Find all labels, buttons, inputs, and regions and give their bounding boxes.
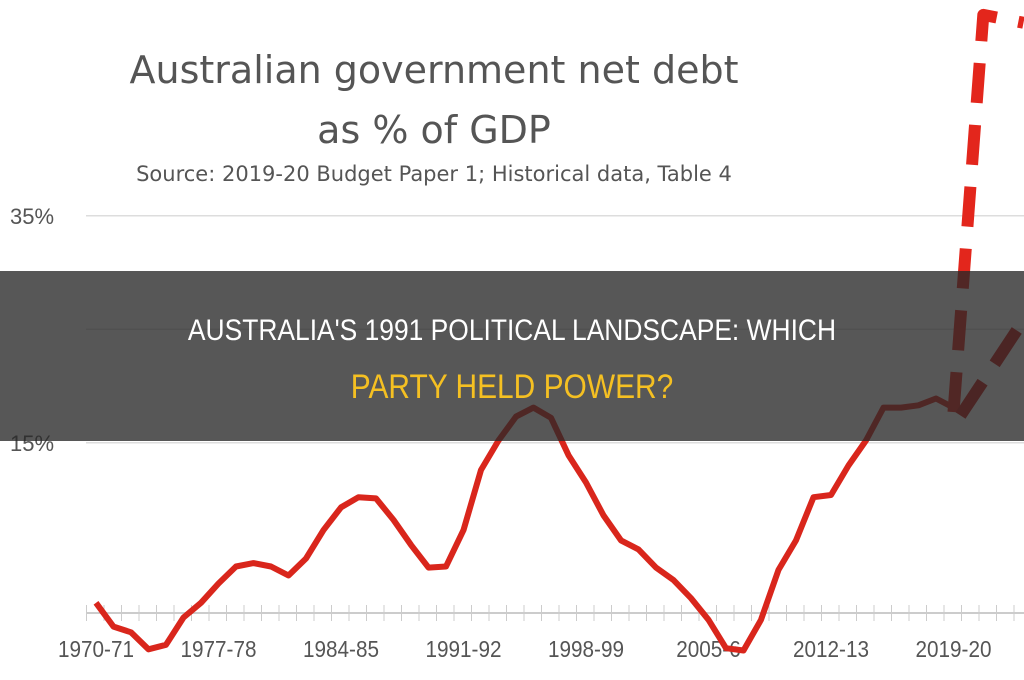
chart-title: Australian government net debt <box>129 48 739 92</box>
banner-headline-line2: PARTY HELD POWER? <box>350 368 674 406</box>
x-tick-label: 1977-78 <box>181 636 257 662</box>
x-tick-label: 1991-92 <box>426 636 502 662</box>
x-tick-label: 1984-85 <box>303 636 379 662</box>
x-tick-label: 2019-20 <box>916 636 992 662</box>
chart-title-line2: as % of GDP <box>317 108 551 152</box>
title-banner <box>0 271 1024 441</box>
banner-headline-line1: AUSTRALIA'S 1991 POLITICAL LANDSCAPE: WH… <box>187 314 837 347</box>
x-tick-label: 1998-99 <box>548 636 624 662</box>
x-tick-label: 1970-71 <box>58 636 134 662</box>
y-tick-label: 35% <box>10 204 54 229</box>
x-tick-label: 2012-13 <box>793 636 869 662</box>
chart-subtitle: Source: 2019-20 Budget Paper 1; Historic… <box>136 162 732 186</box>
